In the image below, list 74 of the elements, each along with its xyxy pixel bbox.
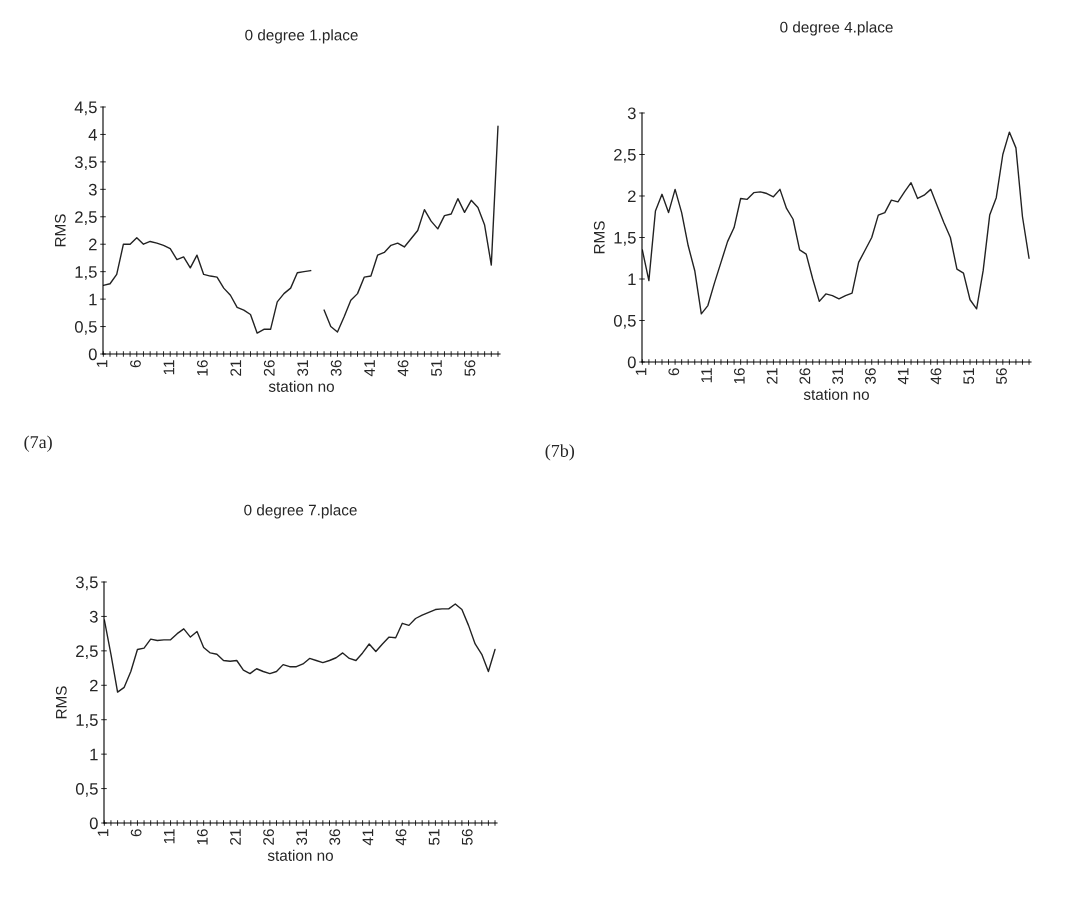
x-tick-label: 6 bbox=[130, 829, 142, 837]
x-tick-label: 51 bbox=[428, 829, 440, 845]
x-tick-label: 1 bbox=[96, 360, 108, 367]
x-tick-label: 16 bbox=[733, 368, 745, 384]
x-tick-label: 31 bbox=[297, 360, 309, 376]
x-axis-title: station no bbox=[267, 849, 333, 861]
y-tick-label: 0,5 bbox=[74, 320, 97, 335]
x-tick-label: 56 bbox=[464, 360, 476, 376]
x-axis-title: station no bbox=[268, 380, 334, 392]
x-tick-label: 46 bbox=[395, 829, 407, 846]
x-tick-label: 41 bbox=[362, 829, 374, 846]
y-tick-label: 0 bbox=[627, 356, 636, 369]
y-tick-label: 2,5 bbox=[614, 148, 636, 163]
y-tick-label: 1,5 bbox=[614, 232, 636, 246]
y-axis-title: RMS bbox=[593, 221, 605, 254]
text: (7b) bbox=[545, 444, 575, 461]
y-tick-label: 3 bbox=[627, 107, 636, 120]
x-tick-label: 51 bbox=[431, 360, 442, 376]
y-tick-label: 3,5 bbox=[74, 156, 97, 171]
line-series bbox=[104, 603, 496, 693]
x-tick-label: 6 bbox=[668, 368, 680, 376]
x-tick-label: 51 bbox=[963, 368, 975, 384]
x-tick-label: 1 bbox=[635, 368, 647, 375]
y-tick-label: 0 bbox=[89, 817, 98, 830]
x-axis-title: station no bbox=[803, 388, 869, 400]
x-tick-label: 31 bbox=[296, 829, 308, 845]
y-tick-label: 4 bbox=[88, 129, 97, 141]
y-tick-label: 3 bbox=[88, 183, 97, 196]
x-tick-label: 16 bbox=[196, 360, 208, 376]
chart-title: 0 degree 4.place bbox=[780, 21, 893, 36]
y-tick-label: 2 bbox=[89, 238, 97, 251]
x-tick-label: 46 bbox=[930, 368, 942, 385]
y-tick-label: 2 bbox=[628, 190, 636, 203]
x-tick-label: 36 bbox=[865, 368, 876, 384]
y-tick-label: 1,5 bbox=[76, 714, 98, 728]
x-tick-label: 16 bbox=[196, 829, 208, 845]
x-tick-label: 1 bbox=[97, 829, 109, 836]
x-tick-label: 11 bbox=[163, 360, 175, 375]
y-tick-label: 0,5 bbox=[75, 782, 98, 797]
x-tick-label: 21 bbox=[766, 368, 778, 384]
x-tick-label: 31 bbox=[832, 368, 844, 384]
chart-title: 0 degree 7.place bbox=[244, 504, 357, 519]
x-tick-label: 41 bbox=[364, 360, 375, 377]
y-tick-label: 3 bbox=[89, 610, 98, 623]
x-tick-label: 11 bbox=[163, 829, 175, 844]
x-tick-label: 26 bbox=[799, 368, 811, 384]
x-tick-label: 36 bbox=[329, 829, 341, 845]
y-tick-label: 1 bbox=[89, 293, 97, 306]
y-tick-label: 2,5 bbox=[76, 645, 98, 660]
y-tick-label: 2,5 bbox=[75, 211, 97, 225]
y-axis-title: RMS bbox=[54, 214, 66, 247]
x-tick-label: 46 bbox=[397, 360, 409, 377]
y-tick-label: 3,5 bbox=[75, 576, 98, 591]
y-tick-label: 2 bbox=[90, 679, 98, 692]
x-tick-label: 21 bbox=[230, 829, 241, 845]
x-tick-label: 21 bbox=[230, 360, 242, 376]
x-tick-label: 6 bbox=[130, 360, 141, 368]
y-axis-title: RMS bbox=[55, 686, 67, 719]
line-series bbox=[642, 131, 1030, 315]
y-tick-label: 0,5 bbox=[613, 314, 636, 329]
x-tick-label: 11 bbox=[701, 368, 712, 383]
x-tick-label: 41 bbox=[897, 368, 909, 385]
x-tick-label: 26 bbox=[263, 360, 275, 376]
x-tick-label: 26 bbox=[263, 829, 274, 845]
y-tick-label: 1,5 bbox=[75, 266, 97, 280]
y-tick-label: 1 bbox=[90, 748, 98, 761]
y-tick-label: 4,5 bbox=[74, 101, 97, 116]
y-tick-label: 0 bbox=[88, 348, 97, 361]
chart-title: 0 degree 1.place bbox=[245, 29, 358, 44]
x-tick-label: 36 bbox=[330, 360, 342, 376]
x-tick-label: 56 bbox=[461, 829, 473, 845]
y-tick-label: 1 bbox=[628, 273, 636, 286]
x-tick-label: 56 bbox=[996, 368, 1007, 384]
text: (7a) bbox=[24, 435, 52, 452]
